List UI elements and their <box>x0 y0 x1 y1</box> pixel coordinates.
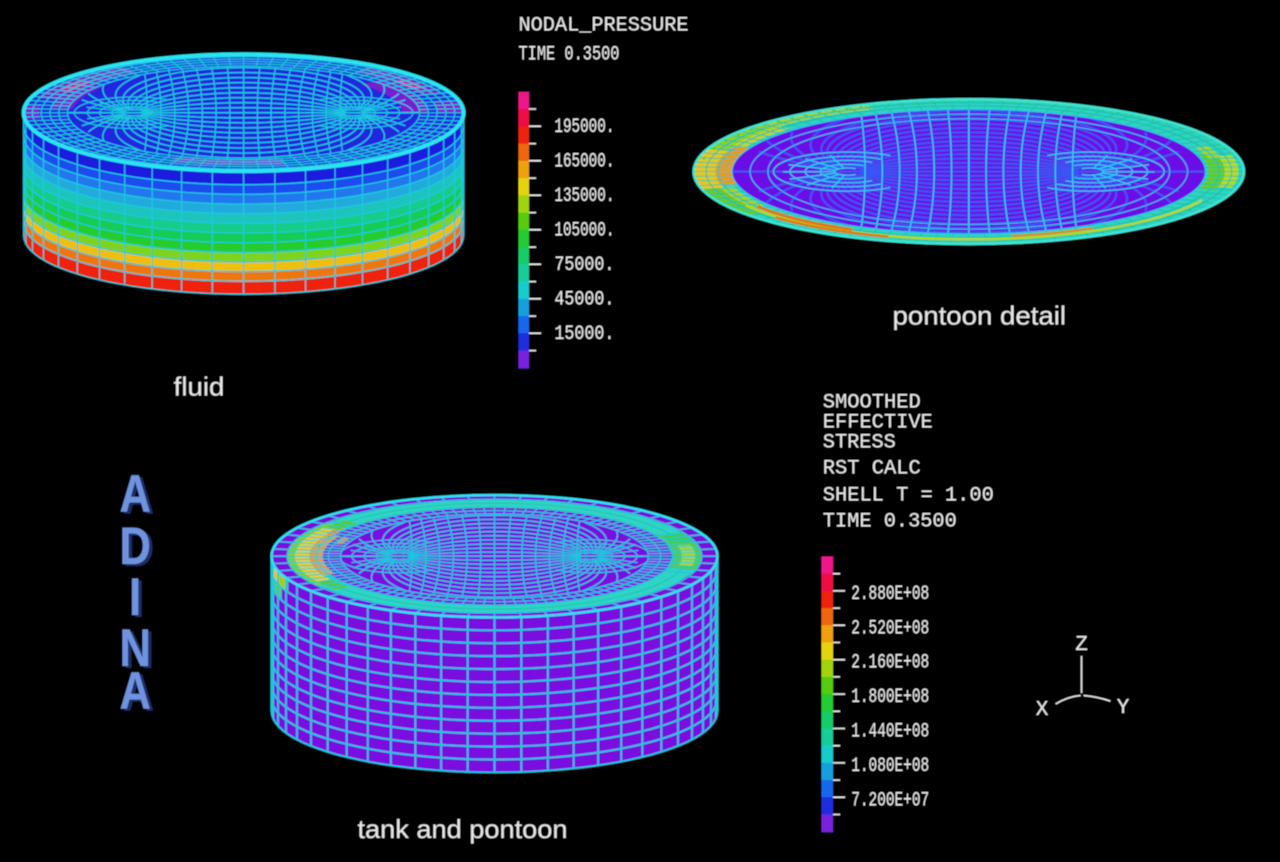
svg-text:D: D <box>120 517 151 576</box>
svg-text:I: I <box>129 568 141 627</box>
svg-text:2.520E+08: 2.520E+08 <box>851 617 929 640</box>
svg-text:N: N <box>120 619 151 678</box>
svg-text:165000.: 165000. <box>554 150 614 173</box>
svg-text:1.800E+08: 1.800E+08 <box>851 686 929 709</box>
svg-text:tank and pontoon: tank and pontoon <box>358 814 568 844</box>
svg-text:pontoon detail: pontoon detail <box>893 301 1067 331</box>
svg-text:2.160E+08: 2.160E+08 <box>851 652 929 675</box>
svg-text:N: N <box>123 621 154 680</box>
svg-text:75000.: 75000. <box>554 254 614 277</box>
svg-text:TIME 0.3500: TIME 0.3500 <box>823 511 957 534</box>
svg-text:SMOOTHED: SMOOTHED <box>823 392 921 415</box>
svg-text:TIME 0.3500: TIME 0.3500 <box>519 44 620 67</box>
svg-text:NODAL_PRESSURE: NODAL_PRESSURE <box>519 15 689 38</box>
svg-text:A: A <box>123 664 154 723</box>
svg-text:15000.: 15000. <box>554 323 614 346</box>
svg-text:Y: Y <box>1117 697 1130 720</box>
svg-text:105000.: 105000. <box>554 219 614 242</box>
svg-text:I: I <box>133 570 145 629</box>
svg-text:Z: Z <box>1075 634 1088 657</box>
svg-text:7.200E+07: 7.200E+07 <box>851 789 929 812</box>
svg-text:A: A <box>120 465 151 524</box>
svg-text:45000.: 45000. <box>554 288 614 311</box>
svg-text:2.880E+08: 2.880E+08 <box>851 583 929 606</box>
svg-text:A: A <box>120 662 151 721</box>
svg-text:A: A <box>123 467 154 526</box>
svg-text:fluid: fluid <box>174 372 225 402</box>
svg-text:135000.: 135000. <box>554 185 614 208</box>
svg-text:RST CALC: RST CALC <box>823 458 921 481</box>
svg-text:1.440E+08: 1.440E+08 <box>851 721 929 744</box>
svg-text:EFFECTIVE: EFFECTIVE <box>823 412 933 435</box>
svg-text:X: X <box>1036 699 1049 722</box>
svg-text:195000.: 195000. <box>554 116 614 139</box>
svg-text:1.080E+08: 1.080E+08 <box>851 755 929 778</box>
svg-text:STRESS: STRESS <box>823 432 896 455</box>
svg-text:SHELL T = 1.00: SHELL T = 1.00 <box>823 485 994 508</box>
svg-text:D: D <box>123 519 154 578</box>
